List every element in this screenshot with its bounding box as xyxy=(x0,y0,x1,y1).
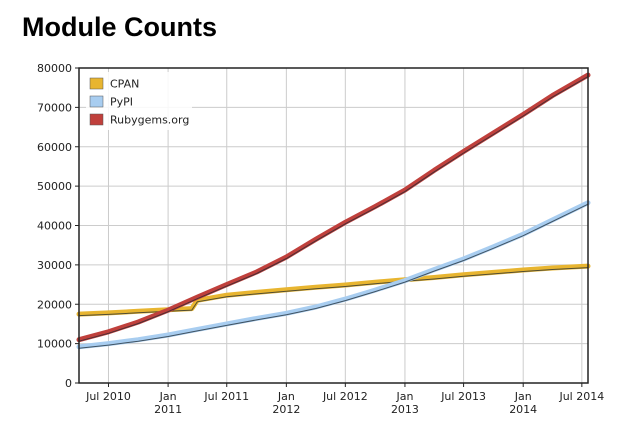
y-tick-label: 10000 xyxy=(37,338,72,351)
y-tick-label: 60000 xyxy=(37,141,72,154)
x-tick-label: Jan 2014 xyxy=(509,390,537,416)
x-axis-ticks: Jul 2010 Jan 2011 Jul 2011 Jan 2012 Jul 2012 Ja… xyxy=(85,383,604,416)
x-tick-label: Jul 2010 xyxy=(85,390,131,403)
y-tick-label: 70000 xyxy=(37,101,72,114)
series-line-shadow xyxy=(78,203,589,349)
x-tick-label: Jul 2012 xyxy=(322,390,368,403)
x-tick-label: Jan 2012 xyxy=(272,390,300,416)
x-tick-label: Jul 2011 xyxy=(203,390,249,403)
legend-swatch xyxy=(89,77,104,90)
series-line-shadow xyxy=(78,76,589,342)
y-axis-ticks: 0 10000 20000 30000 40000 50000 60000 70000 8000… xyxy=(37,62,79,390)
series-line xyxy=(76,263,591,317)
x-tick-label: Jan 2011 xyxy=(154,390,182,416)
page-title: Module Counts xyxy=(22,12,217,42)
x-tick-label: Jan 2013 xyxy=(391,390,419,416)
legend-background xyxy=(86,72,192,130)
legend-label: Rubygems.org xyxy=(110,114,189,127)
x-tick-label: Jul 2014 xyxy=(558,390,604,403)
y-tick-label: 50000 xyxy=(37,180,72,193)
y-tick-label: 80000 xyxy=(37,62,72,75)
legend-label: PyPI xyxy=(110,96,133,109)
legend-label: CPAN xyxy=(110,78,139,91)
x-tick-label: Jul 2013 xyxy=(440,390,486,403)
y-tick-label: 20000 xyxy=(37,298,72,311)
legend: CPAN PyPI Rubygems.org xyxy=(86,72,192,130)
y-tick-label: 40000 xyxy=(37,220,72,233)
legend-swatch xyxy=(89,113,104,126)
legend-swatch xyxy=(89,95,104,108)
y-tick-label: 0 xyxy=(65,377,72,390)
series-line xyxy=(76,200,591,350)
series-lines xyxy=(76,72,591,350)
y-tick-label: 30000 xyxy=(37,259,72,272)
series-line xyxy=(76,72,591,343)
